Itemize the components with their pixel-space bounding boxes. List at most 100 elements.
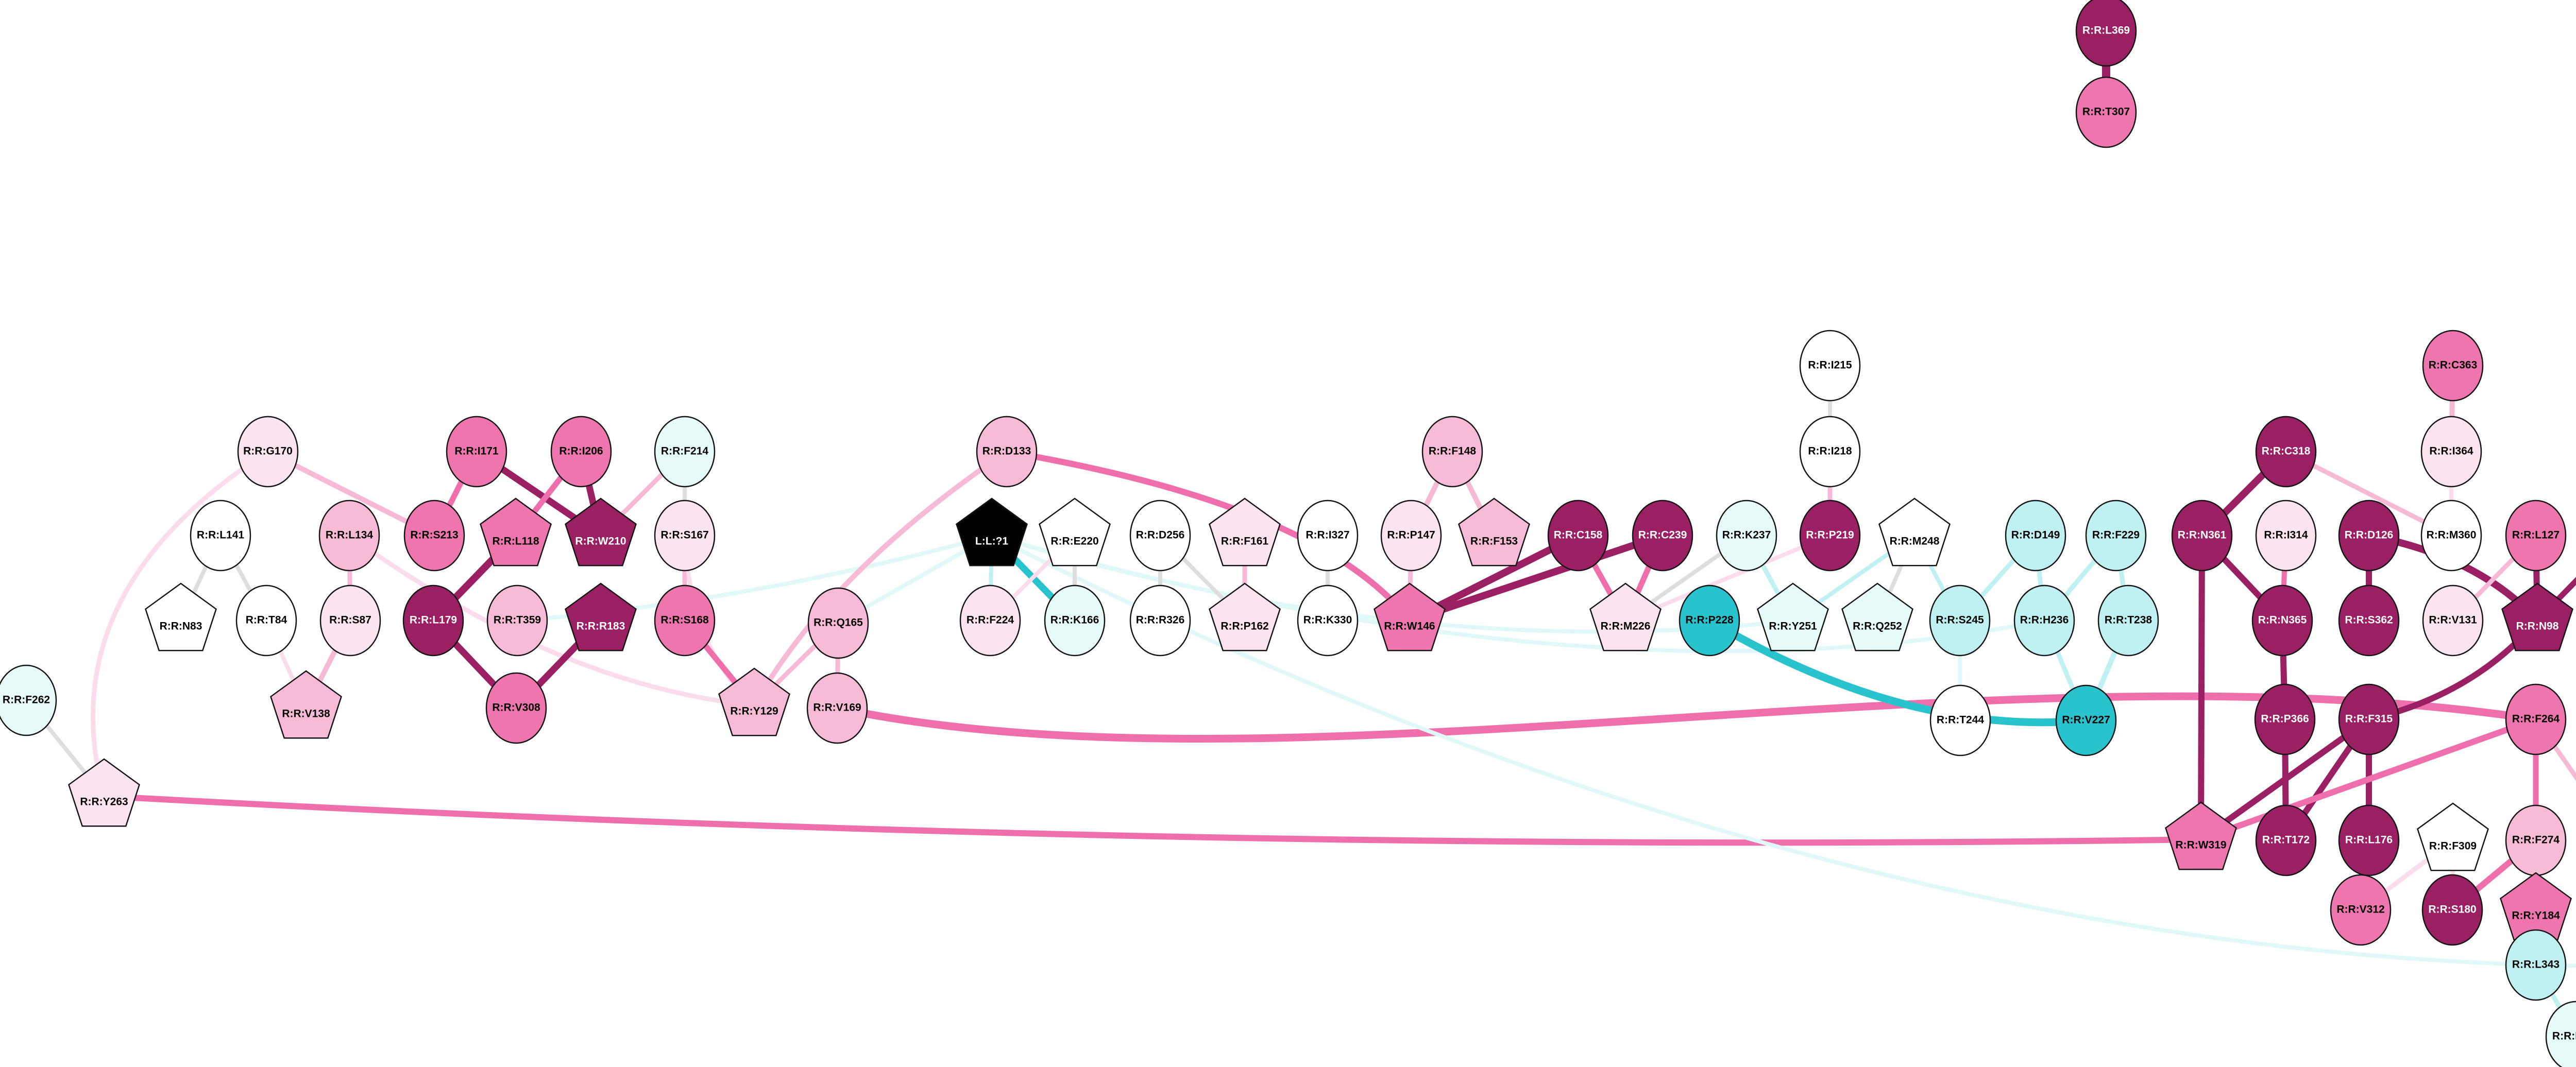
node-N83[interactable]: R:R:N83 [145,582,217,651]
node-N361[interactable]: R:R:N361 [2171,500,2233,572]
node-F214[interactable]: R:R:F214 [654,416,716,488]
node-shape-ellipse [1129,584,1191,657]
node-I215[interactable]: R:R:I215 [1799,330,1861,402]
node-L127[interactable]: R:R:L127 [2505,500,2567,572]
node-L118[interactable]: R:R:L118 [480,497,552,566]
node-shape-ellipse [319,584,381,657]
node-L176[interactable]: R:R:L176 [2338,804,2400,876]
node-L179[interactable]: R:R:L179 [402,584,464,657]
node-F148[interactable]: R:R:F148 [1421,416,1483,488]
node-M248[interactable]: R:R:M248 [1878,497,1951,566]
node-Q252[interactable]: R:R:Q252 [1841,582,1913,651]
edge-F264-W319 [2198,716,2539,842]
node-H236[interactable]: R:R:H236 [2013,584,2075,657]
node-R183[interactable]: R:R:R183 [565,582,637,651]
edge-LL1-H236 [990,534,2046,653]
node-P228[interactable]: R:R:P228 [1679,584,1740,657]
node-L141[interactable]: R:R:L141 [190,500,251,572]
node-shape-ellipse [2005,500,2066,572]
node-T359[interactable]: R:R:T359 [486,584,548,657]
node-L134[interactable]: R:R:L134 [318,500,380,572]
node-T172[interactable]: R:R:T172 [2255,804,2317,876]
node-F264[interactable]: R:R:F264 [2505,683,2567,755]
node-LL1[interactable]: L:L:?1 [956,497,1028,566]
node-C363[interactable]: R:R:C363 [2422,330,2484,402]
node-shape-ellipse [2505,500,2567,572]
node-C239[interactable]: R:R:C239 [1632,500,1693,572]
node-V312[interactable]: R:R:V312 [2330,874,2392,946]
node-V308[interactable]: R:R:V308 [485,672,547,744]
node-I314[interactable]: R:R:I314 [2255,500,2317,572]
node-K166[interactable]: R:R:K166 [1044,584,1106,657]
node-F262[interactable]: R:R:F262 [0,664,57,736]
node-I206[interactable]: R:R:I206 [550,416,612,488]
node-S180[interactable]: R:R:S180 [2421,874,2483,946]
node-F274[interactable]: R:R:F274 [2505,804,2567,876]
node-S245[interactable]: R:R:S245 [1929,584,1991,657]
node-R326[interactable]: R:R:R326 [1129,584,1191,657]
node-shape-ellipse [1380,500,1442,572]
node-S167[interactable]: R:R:S167 [654,500,716,572]
node-T238[interactable]: R:R:T238 [2097,584,2159,657]
node-V169[interactable]: R:R:V169 [806,672,868,744]
node-S168[interactable]: R:R:S168 [654,584,716,657]
node-shape-ellipse [1929,684,1991,756]
node-Y251[interactable]: R:R:Y251 [1757,582,1829,651]
node-F315[interactable]: R:R:F315 [2338,683,2400,755]
node-shape-ellipse [1297,584,1359,657]
node-I218[interactable]: R:R:I218 [1799,416,1861,488]
node-D133[interactable]: R:R:D133 [976,416,1038,488]
node-K330[interactable]: R:R:K330 [1297,584,1359,657]
node-M226[interactable]: R:R:M226 [1589,582,1662,651]
node-D256[interactable]: R:R:D256 [1129,500,1191,572]
edge-P219-M226 [1623,534,1832,623]
node-V138[interactable]: R:R:V138 [270,670,342,739]
node-P366[interactable]: R:R:P366 [2254,683,2316,755]
node-L343[interactable]: R:R:L343 [2505,929,2567,1001]
node-I364[interactable]: R:R:I364 [2420,416,2482,488]
node-K237[interactable]: R:R:K237 [1716,500,1777,572]
node-shape-ellipse [2251,584,2313,657]
node-shape-ellipse [550,416,612,488]
node-L347[interactable]: R:R:L347 [2545,1001,2576,1067]
node-E220[interactable]: R:R:E220 [1039,497,1111,566]
node-S362[interactable]: R:R:S362 [2338,584,2400,657]
node-shape-pentagon [1589,582,1662,651]
node-shape-ellipse [976,416,1038,488]
node-F229[interactable]: R:R:F229 [2085,500,2147,572]
node-shape-ellipse [959,584,1021,657]
node-shape-ellipse [2085,500,2147,572]
node-T244[interactable]: R:R:T244 [1929,684,1991,756]
node-shape-ellipse [1547,500,1609,572]
node-shape-ellipse [0,664,57,736]
node-Y263[interactable]: R:R:Y263 [68,758,140,827]
node-P147[interactable]: R:R:P147 [1380,500,1442,572]
node-shape-ellipse [2075,0,2137,67]
edge-N361-W319 [2198,532,2205,842]
node-I327[interactable]: R:R:I327 [1297,500,1359,572]
node-P219[interactable]: R:R:P219 [1799,500,1861,572]
node-D149[interactable]: R:R:D149 [2005,500,2066,572]
node-D126[interactable]: R:R:D126 [2338,500,2400,572]
node-F153[interactable]: R:R:F153 [1458,497,1530,566]
node-Q165[interactable]: R:R:Q165 [807,587,869,659]
node-V131[interactable]: R:R:V131 [2422,584,2484,657]
node-shape-ellipse [2420,500,2482,572]
node-F161[interactable]: R:R:F161 [1209,497,1281,566]
node-V227[interactable]: R:R:V227 [2055,684,2117,756]
node-S213[interactable]: R:R:S213 [403,500,465,572]
node-S87[interactable]: R:R:S87 [319,584,381,657]
node-T307[interactable]: R:R:T307 [2075,76,2137,148]
node-F224[interactable]: R:R:F224 [959,584,1021,657]
node-W319[interactable]: R:R:W319 [2165,801,2237,870]
node-F309[interactable]: R:R:F309 [2417,802,2489,871]
node-C318[interactable]: R:R:C318 [2255,416,2317,488]
node-N365[interactable]: R:R:N365 [2251,584,2313,657]
node-M360[interactable]: R:R:M360 [2420,500,2482,572]
node-T84[interactable]: R:R:T84 [235,584,297,657]
node-I171[interactable]: R:R:I171 [446,416,507,488]
node-L369[interactable]: R:R:L369 [2075,0,2137,67]
node-shape-ellipse [2422,584,2484,657]
node-G170[interactable]: R:R:G170 [237,416,299,488]
node-C158[interactable]: R:R:C158 [1547,500,1609,572]
